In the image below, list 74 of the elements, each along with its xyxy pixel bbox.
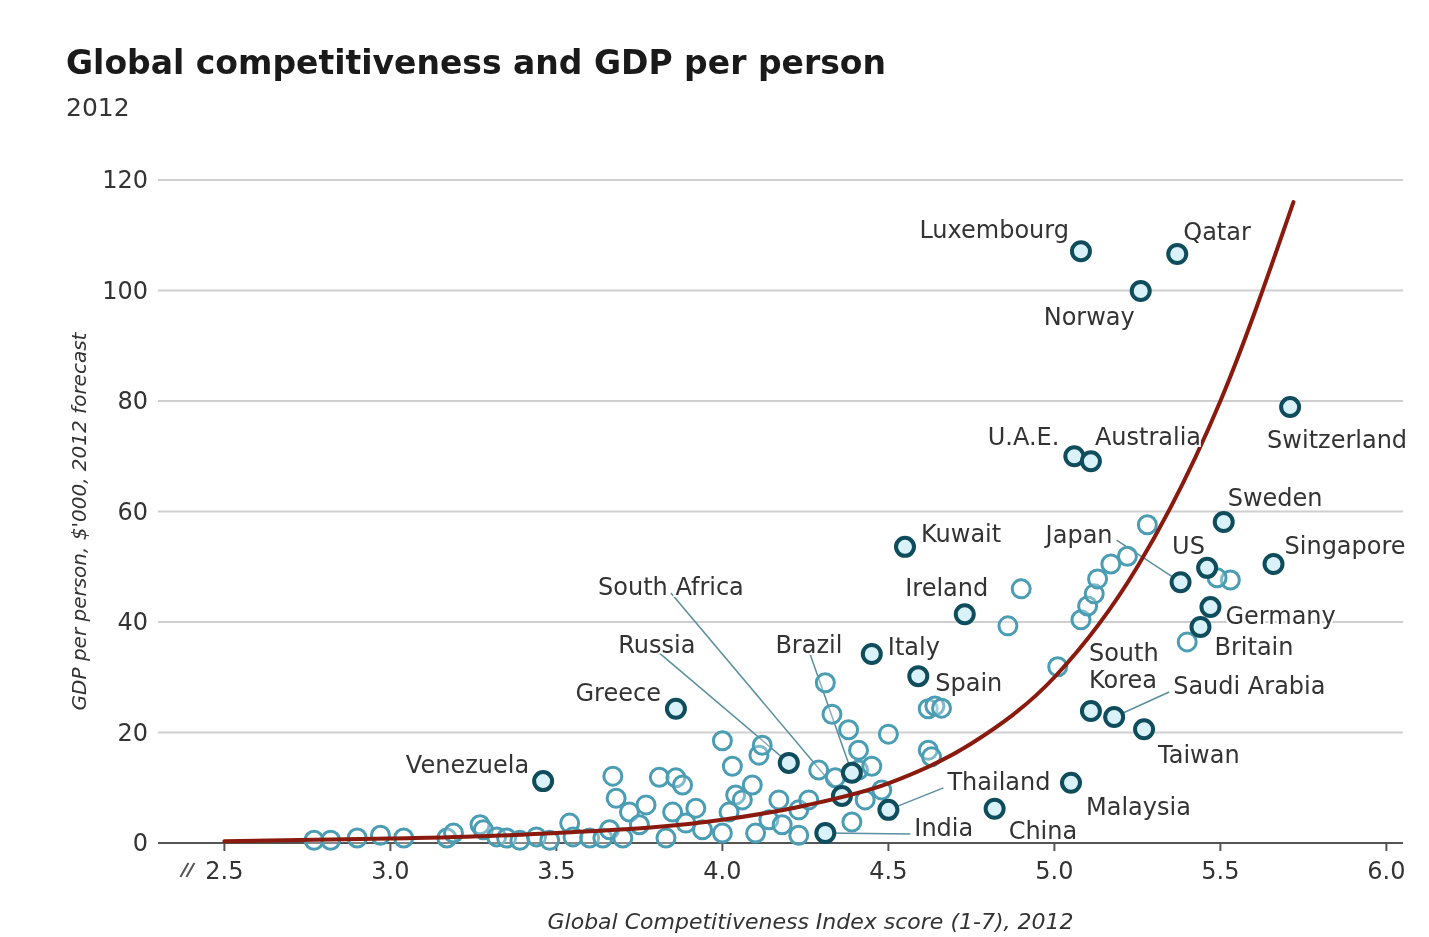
annotation: US — [1172, 532, 1205, 561]
y-axis-title: GDP per person, $'000, 2012 forecast — [67, 331, 91, 711]
annotation: China — [1008, 817, 1078, 846]
annotation: Sweden — [1227, 484, 1323, 513]
x-tick-label: 6.0 — [1367, 857, 1406, 885]
y-tick-label: 40 — [117, 608, 148, 637]
point — [1060, 771, 1082, 794]
point — [983, 797, 1006, 820]
x-tick-label: 5.0 — [1035, 857, 1074, 885]
annotation: Germany — [1225, 602, 1336, 631]
annotation: Ireland — [905, 573, 989, 602]
y-tick-label: 100 — [102, 276, 148, 305]
annotation: Russia — [618, 631, 696, 660]
y-tick-label: 0 — [132, 829, 148, 858]
point — [1196, 556, 1219, 579]
annotation: South Korea — [1088, 639, 1159, 694]
point — [1079, 699, 1102, 722]
annotation: Australia — [1094, 422, 1202, 451]
point — [1069, 240, 1092, 263]
annotation: Japan — [1043, 520, 1113, 549]
annotation: Taiwan — [1157, 740, 1240, 769]
annotation: Brazil — [775, 631, 843, 660]
point — [1189, 615, 1212, 638]
y-tick-label: 60 — [117, 497, 148, 526]
annotation: Saudi Arabia — [1173, 672, 1326, 701]
point — [664, 697, 687, 720]
x-axis-title: Global Competitiveness Index score (1-7), 2012 — [547, 909, 1074, 934]
point — [1279, 396, 1302, 419]
point — [1129, 280, 1152, 303]
annotation: Greece — [575, 679, 661, 708]
chart-title: Global competitiveness and GDP per person — [66, 43, 886, 82]
x-tick-label: 5.5 — [1201, 857, 1240, 885]
x-tick-label: 3.5 — [537, 857, 576, 885]
annotation: Switzerland — [1267, 426, 1408, 455]
point — [1199, 596, 1222, 619]
x-tick-label: 3.0 — [371, 857, 410, 885]
annotation: South Africa — [598, 573, 744, 602]
point — [840, 761, 863, 784]
y-tick-label: 80 — [117, 387, 148, 416]
annotation: U.A.E. — [987, 422, 1060, 451]
point — [814, 822, 837, 845]
annotation: Singapore — [1284, 532, 1406, 561]
point — [860, 643, 883, 666]
point — [894, 535, 916, 558]
point — [1063, 445, 1086, 468]
point — [1133, 718, 1156, 741]
annotation: Spain — [935, 668, 1003, 697]
y-tick-label: 120 — [102, 166, 148, 195]
point — [1212, 511, 1235, 533]
annotation: Luxembourg — [919, 215, 1069, 244]
annotation: India — [914, 814, 974, 843]
annotation: Britain — [1214, 633, 1294, 662]
point — [1079, 450, 1102, 473]
x-tick-label: 2.5 — [205, 857, 244, 885]
annotation: Italy — [887, 633, 940, 662]
point — [907, 665, 930, 688]
point — [1262, 552, 1285, 575]
annotation: Malaysia — [1086, 793, 1191, 822]
point — [1169, 571, 1192, 594]
annotation: Kuwait — [921, 520, 1002, 549]
point — [777, 751, 800, 774]
chart-subtitle: 2012 — [66, 93, 130, 122]
point — [877, 798, 900, 821]
x-tick-label: 4.5 — [869, 857, 908, 885]
point — [532, 770, 555, 793]
x-tick-label: 4.0 — [703, 857, 742, 885]
annotation: Thailand — [946, 768, 1051, 797]
point — [953, 603, 976, 626]
point — [1166, 243, 1189, 266]
point — [1103, 706, 1126, 729]
annotation: Venezuela — [405, 750, 530, 779]
annotation: Norway — [1043, 303, 1135, 332]
y-tick-label: 20 — [117, 718, 148, 747]
annotation: Qatar — [1183, 218, 1251, 247]
